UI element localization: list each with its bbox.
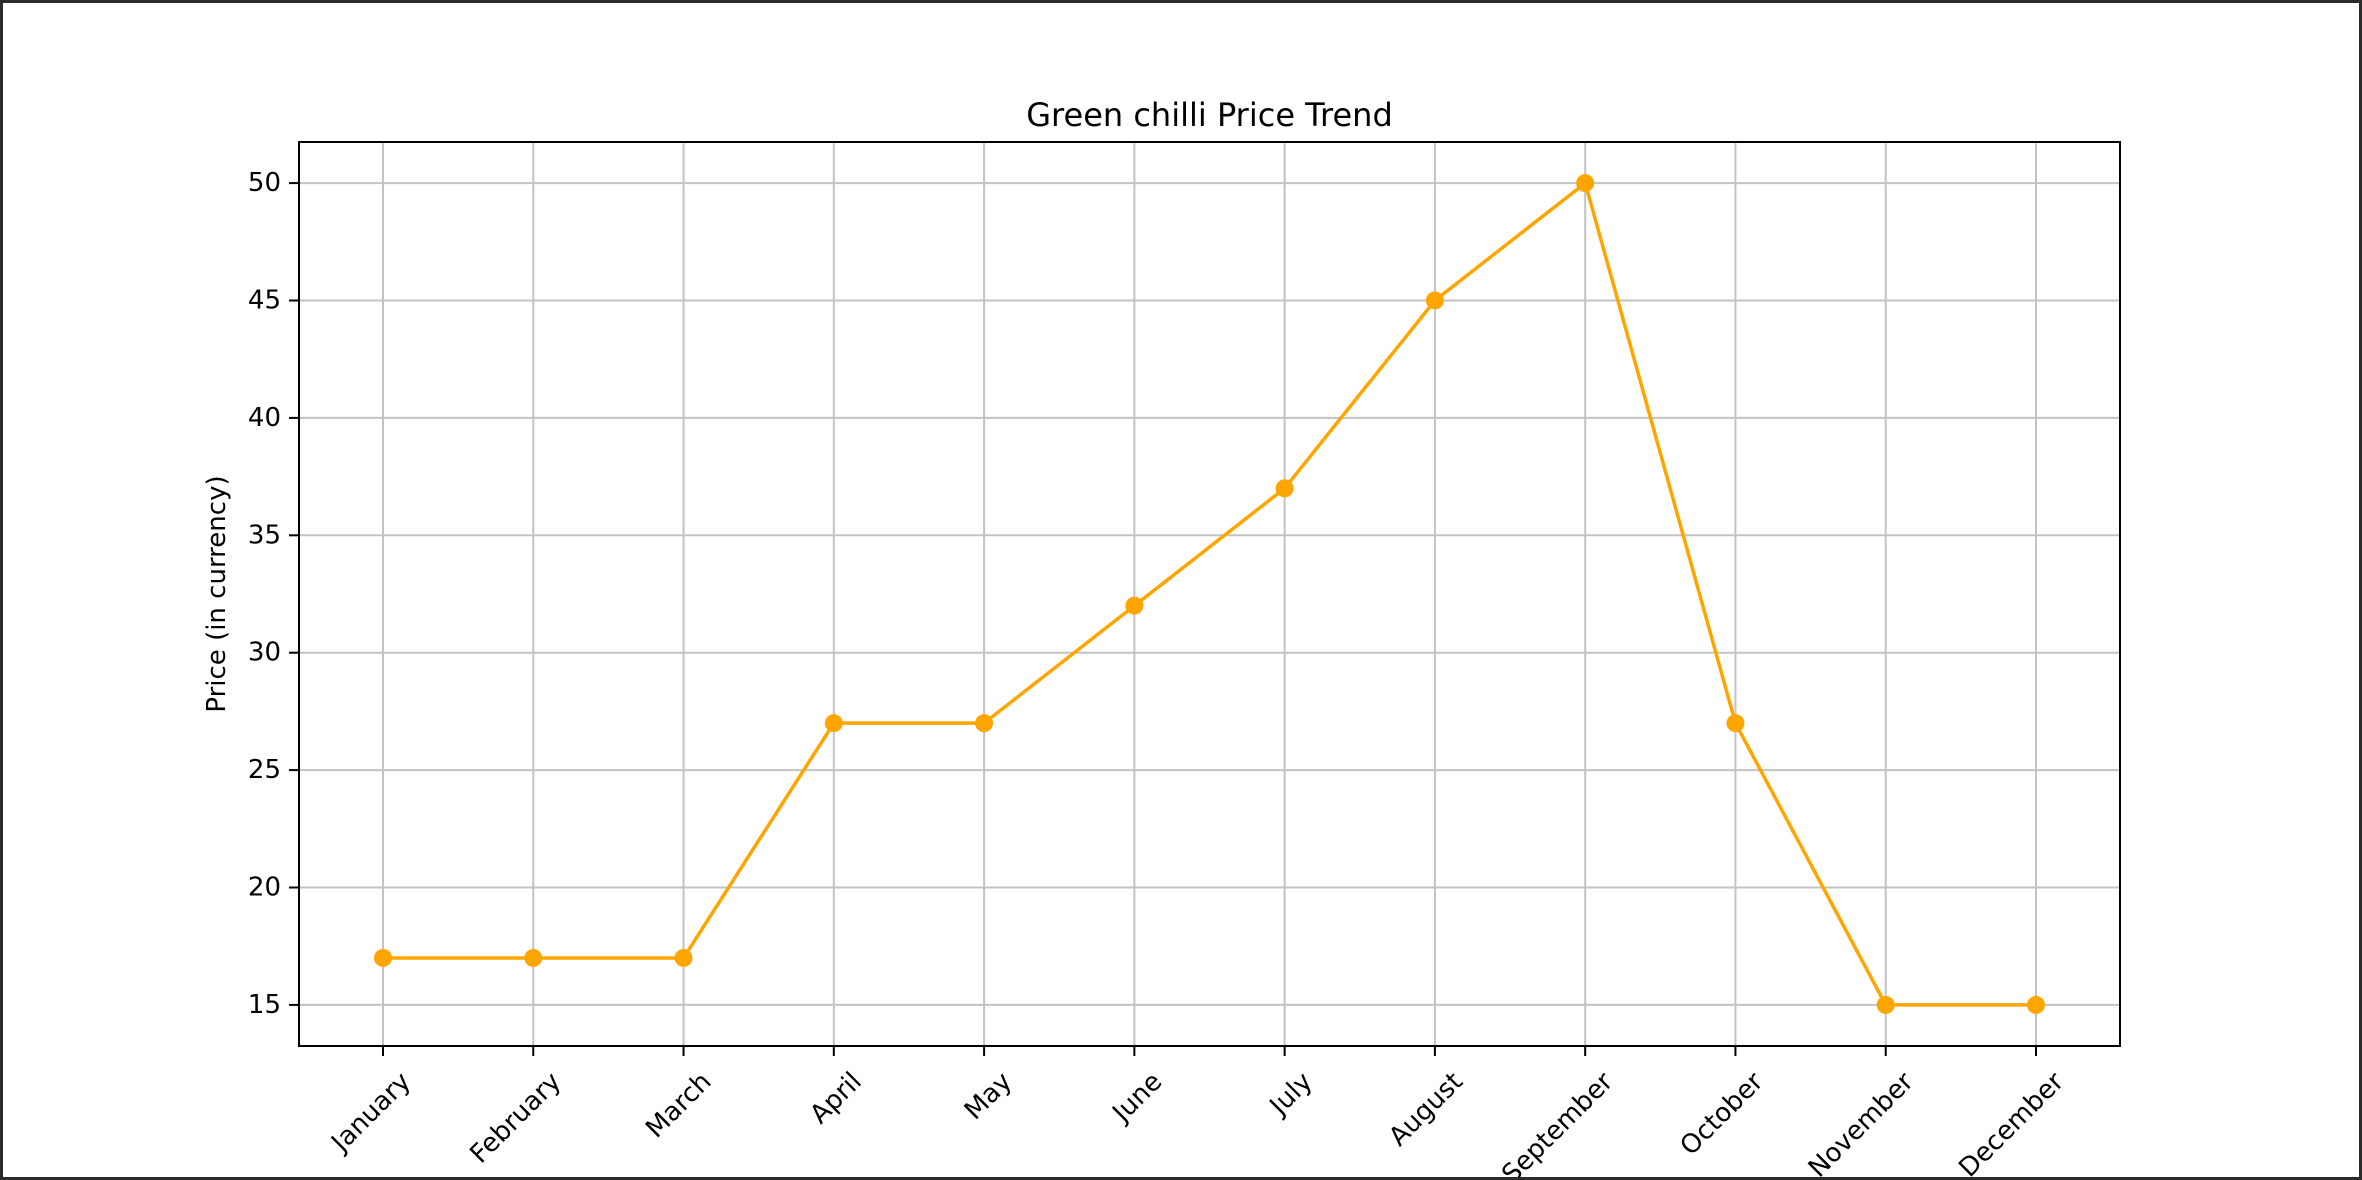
x-tick-label: January: [325, 1067, 417, 1159]
data-point: [975, 714, 994, 733]
data-point: [1876, 995, 1895, 1014]
y-tick-label: 30: [248, 638, 281, 668]
x-axis-ticks: January February March April May June July Augu…: [325, 1046, 2070, 1177]
line-chart: 15 20 25 30 35 40 45 50 January February March Apr…: [202, 96, 2121, 1177]
y-tick-label: 25: [248, 755, 281, 785]
plot-area-frame: [298, 141, 2121, 1047]
data-point: [1576, 174, 1595, 193]
x-tick-label: May: [959, 1067, 1018, 1126]
x-tick-label: March: [640, 1067, 717, 1144]
y-tick-label: 50: [248, 168, 281, 198]
y-tick-label: 20: [248, 873, 281, 903]
grid-lines: [299, 142, 2120, 1046]
y-axis-ticks: 15 20 25 30 35 40 45 50: [248, 168, 299, 1020]
data-point: [1726, 714, 1745, 733]
data-point: [1425, 291, 1444, 310]
data-point: [674, 948, 693, 967]
chart-title: Green chilli Price Trend: [1026, 96, 1393, 134]
series-layer: [374, 174, 2045, 1014]
data-point: [1275, 479, 1294, 498]
y-tick-label: 40: [248, 403, 281, 433]
y-tick-label: 35: [248, 520, 281, 550]
x-tick-label: November: [1803, 1067, 1920, 1177]
figure-canvas: 15 20 25 30 35 40 45 50 January February March Apr…: [3, 3, 2359, 1177]
data-point: [374, 948, 392, 967]
x-tick-label: June: [1106, 1067, 1169, 1130]
series-line: [383, 181, 2036, 1007]
x-tick-label: July: [1263, 1067, 1319, 1123]
x-tick-label: October: [1675, 1067, 1770, 1162]
y-axis-title: Price (in currency): [202, 475, 232, 712]
data-point: [824, 714, 843, 733]
x-tick-label: August: [1383, 1067, 1469, 1153]
y-tick-label: 15: [248, 990, 281, 1020]
data-point: [2027, 995, 2045, 1014]
x-tick-label: December: [1953, 1067, 2070, 1177]
x-tick-label: February: [465, 1067, 568, 1170]
x-tick-label: April: [805, 1067, 868, 1130]
data-point: [1125, 596, 1144, 615]
y-tick-label: 45: [248, 285, 281, 315]
x-tick-label: September: [1496, 1067, 1619, 1177]
data-point: [524, 948, 543, 967]
